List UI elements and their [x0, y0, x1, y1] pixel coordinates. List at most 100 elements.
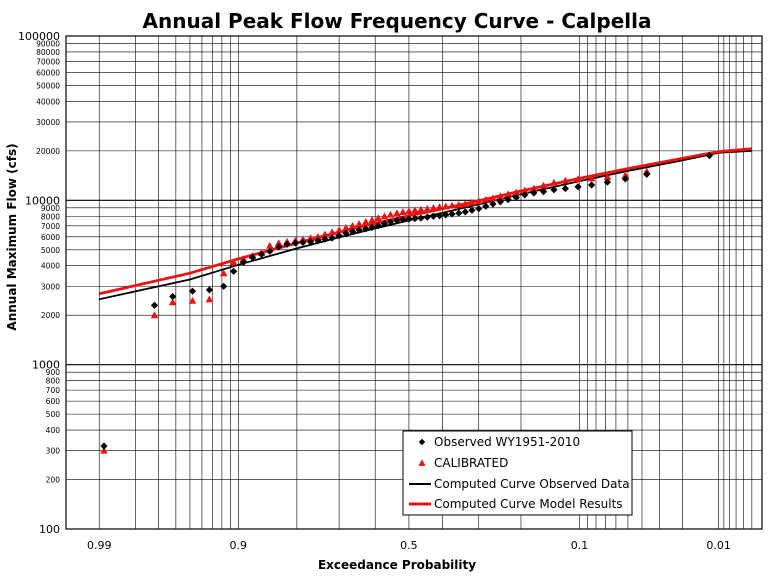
data-point	[342, 229, 350, 237]
data-point	[521, 186, 529, 194]
y-tick-label: 5000	[41, 246, 60, 255]
y-axis-label: Annual Maximum Flow (cfs)	[5, 143, 19, 330]
data-point	[539, 188, 548, 196]
data-point	[374, 222, 382, 230]
data-point	[321, 235, 329, 243]
data-point	[454, 200, 463, 208]
data-point	[150, 311, 159, 319]
data-point	[705, 152, 714, 160]
data-point	[429, 204, 438, 211]
data-point	[574, 175, 582, 182]
data-point	[257, 250, 266, 258]
y-axis-ticks: 1001000100001000002003004005006007008009…	[18, 30, 60, 536]
data-point	[512, 193, 520, 202]
legend-marker	[418, 459, 426, 466]
data-point	[489, 194, 497, 202]
data-point	[448, 210, 456, 218]
data-point	[328, 234, 336, 242]
data-point	[504, 196, 512, 204]
data-point	[374, 214, 383, 222]
y-tick-label: 30000	[36, 118, 60, 127]
y-tick-label: 600	[46, 397, 61, 406]
data-point	[588, 181, 596, 189]
data-point	[220, 282, 228, 290]
y-tick-label: 7000	[41, 222, 60, 231]
data-point	[411, 214, 419, 223]
data-point	[335, 226, 343, 234]
y-tick-label: 8000	[41, 212, 60, 221]
y-tick-label: 400	[46, 426, 61, 435]
data-point	[362, 218, 370, 225]
y-tick-label: 500	[46, 410, 61, 419]
legend: Observed WY1951-2010 CALIBRATED Computed C…	[402, 430, 633, 516]
grid	[66, 36, 762, 529]
data-point	[291, 239, 300, 247]
data-point	[417, 205, 425, 213]
data-point	[393, 209, 401, 217]
data-point	[448, 201, 456, 209]
data-point	[423, 213, 431, 221]
data-point	[468, 198, 476, 206]
data-point	[561, 176, 570, 184]
data-point	[530, 189, 538, 197]
series-line	[99, 150, 752, 301]
data-point	[380, 220, 389, 228]
data-point	[603, 178, 612, 186]
x-tick-label: 0.1	[571, 539, 589, 552]
y-tick-label: 3000	[41, 282, 60, 291]
data-point	[481, 195, 490, 203]
data-point	[489, 200, 497, 208]
data-point	[539, 181, 548, 189]
data-point	[496, 198, 505, 206]
data-point	[423, 204, 432, 212]
data-point	[561, 184, 569, 193]
data-point	[188, 287, 197, 295]
legend-label: Observed WY1951-2010	[434, 435, 580, 449]
data-point	[100, 446, 108, 454]
y-tick-label: 300	[46, 447, 61, 456]
data-point	[435, 212, 444, 220]
data-point	[348, 228, 357, 236]
data-point	[355, 219, 363, 227]
data-point	[328, 228, 336, 236]
data-point	[321, 230, 329, 238]
data-point	[621, 175, 629, 183]
data-point	[393, 216, 401, 224]
data-point	[205, 295, 214, 303]
data-point	[442, 211, 450, 219]
y-tick-label: 70000	[36, 57, 60, 66]
data-point	[550, 186, 558, 194]
data-point	[205, 286, 214, 294]
y-tick-label: 90000	[36, 40, 60, 49]
data-point	[482, 202, 490, 210]
series-layer	[98, 147, 752, 454]
y-tick-label: 100	[39, 523, 60, 536]
data-point	[496, 192, 505, 200]
plot-border	[65, 35, 763, 530]
data-point	[100, 442, 108, 450]
data-point	[504, 190, 512, 198]
data-point	[265, 241, 274, 249]
data-point	[461, 208, 469, 216]
y-tick-label: 2000	[41, 311, 60, 320]
data-point	[574, 183, 582, 191]
data-point	[405, 207, 413, 215]
data-point	[435, 203, 444, 211]
y-tick-label: 10000	[25, 194, 60, 207]
y-tick-label: 20000	[36, 147, 60, 156]
y-tick-label: 800	[46, 377, 61, 386]
data-point	[306, 238, 315, 246]
data-point	[621, 171, 630, 179]
data-point	[474, 197, 483, 205]
data-point	[643, 170, 651, 178]
data-point	[429, 212, 438, 220]
data-point	[169, 292, 177, 301]
data-point	[550, 178, 558, 186]
data-point	[335, 232, 343, 240]
data-point	[512, 188, 521, 196]
x-tick-label: 0.9	[230, 539, 248, 552]
data-point	[441, 202, 450, 210]
x-tick-label: 0.99	[87, 539, 112, 552]
legend-label: Computed Curve Model Results	[434, 497, 623, 511]
data-point	[314, 232, 322, 240]
